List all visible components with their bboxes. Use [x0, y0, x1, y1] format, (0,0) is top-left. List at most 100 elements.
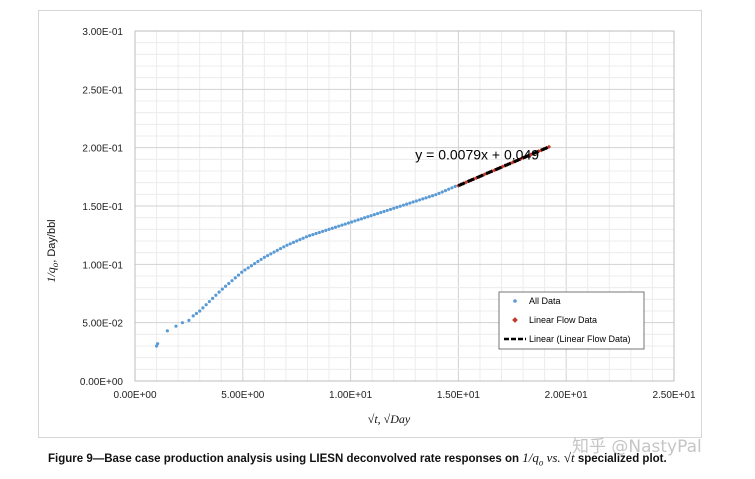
- data-point-all-data: [191, 314, 195, 318]
- data-point-all-data: [366, 215, 370, 219]
- data-point-all-data: [447, 187, 451, 191]
- data-point-all-data: [295, 239, 299, 243]
- y-axis-title: 1/qo, Day/bbl: [44, 219, 60, 282]
- data-point-all-data: [220, 287, 224, 291]
- data-point-all-data: [453, 184, 457, 188]
- data-point-all-data: [337, 224, 341, 228]
- data-point-all-data: [320, 229, 325, 234]
- trendline-equation: y = 0.0079x + 0.049: [415, 146, 539, 162]
- data-point-all-data: [308, 234, 312, 238]
- data-point-all-data: [223, 284, 228, 288]
- data-point-all-data: [369, 214, 373, 218]
- y-tick-label: 3.00E-01: [82, 27, 123, 38]
- x-tick-label: 1.50E+01: [437, 390, 481, 401]
- data-point-all-data: [395, 205, 399, 209]
- data-point-all-data: [272, 250, 276, 254]
- data-point-all-data: [398, 204, 402, 208]
- data-point-all-data: [275, 248, 279, 252]
- data-point-all-data: [180, 321, 185, 325]
- data-point-all-data: [333, 225, 338, 229]
- chart-svg: 0.00E+00 5.00E+00 1.00E+01 1.50E+01 2.00E+01…: [44, 27, 696, 426]
- data-point-all-data: [256, 259, 260, 264]
- data-point-all-data: [324, 228, 328, 232]
- legend-marker-linear-flow: [512, 317, 518, 323]
- y-axis-title-sub: o: [50, 262, 60, 267]
- data-point-all-data: [262, 255, 266, 259]
- data-point-all-data: [265, 253, 270, 258]
- chart-frame: 0.00E+00 5.00E+00 1.00E+01 1.50E+01 2.00E+01…: [38, 10, 702, 438]
- data-point-all-data: [233, 276, 237, 280]
- data-point-all-data: [288, 242, 292, 246]
- data-point-all-data: [253, 262, 257, 266]
- data-point-all-data: [379, 210, 383, 215]
- data-point-all-data: [340, 223, 344, 227]
- x-axis-title: √t, √Day: [368, 412, 411, 426]
- data-point-all-data: [430, 194, 435, 198]
- data-point-all-data: [346, 221, 351, 225]
- data-point-all-data: [282, 245, 286, 249]
- data-point-all-data: [401, 203, 406, 207]
- data-point-all-data: [359, 217, 363, 221]
- legend-label-linear-flow: Linear Flow Data: [529, 315, 597, 325]
- plot-area: [134, 30, 675, 382]
- data-point-all-data: [356, 218, 360, 222]
- data-point-all-data: [330, 226, 334, 230]
- watermark: 知乎 @NastyPal: [572, 437, 702, 457]
- y-tick-label: 5.00E-02: [82, 319, 123, 330]
- data-point-all-data: [417, 198, 422, 202]
- caption-suffix: specialized plot.: [574, 453, 667, 465]
- data-point-all-data: [327, 227, 331, 231]
- data-point-all-data: [437, 191, 441, 195]
- data-point-all-data: [343, 222, 347, 226]
- data-point-all-data: [411, 200, 415, 204]
- y-tick-label: 1.00E-01: [82, 260, 123, 271]
- data-point-all-data: [236, 273, 241, 277]
- legend-label-trendline: Linear (Linear Flow Data): [529, 334, 631, 344]
- caption-sqrt-t: √t: [563, 450, 575, 465]
- data-point-all-data: [187, 318, 191, 322]
- figure-caption: Figure 9—Base case production analysis u…: [48, 450, 748, 467]
- data-point-all-data: [375, 211, 380, 216]
- data-point-all-data: [388, 207, 393, 211]
- legend-box: [498, 291, 645, 350]
- data-point-all-data: [304, 235, 309, 239]
- data-point-all-data: [443, 189, 448, 193]
- data-point-all-data: [317, 230, 321, 235]
- data-point-all-data: [298, 238, 302, 242]
- data-point-all-data: [230, 279, 234, 283]
- caption-math: 1/q: [522, 450, 539, 465]
- data-point-all-data: [291, 240, 296, 244]
- data-point-all-data: [408, 201, 412, 205]
- caption-math-sub: o: [538, 457, 544, 468]
- data-point-all-data: [353, 219, 357, 223]
- x-tick-label: 2.50E+01: [652, 390, 696, 401]
- data-point-all-data: [285, 243, 289, 247]
- data-point-all-data: [363, 216, 367, 220]
- data-point-linear-flow: [546, 144, 552, 149]
- data-point-all-data: [156, 342, 160, 346]
- data-point-all-data: [311, 232, 315, 237]
- data-point-all-data: [194, 311, 199, 316]
- data-point-all-data: [278, 246, 283, 251]
- caption-prefix: Figure 9—Base case production analysis u…: [48, 453, 523, 465]
- data-point-all-data: [372, 213, 376, 217]
- series-layer: [154, 184, 457, 348]
- data-point-all-data: [405, 202, 409, 206]
- data-point-all-data: [382, 209, 386, 214]
- y-tick-label: 2.00E-01: [82, 144, 123, 155]
- data-point-all-data: [385, 208, 389, 213]
- data-point-all-data: [246, 266, 250, 270]
- data-point-all-data: [427, 195, 431, 199]
- data-point-all-data: [240, 270, 244, 274]
- data-point-all-data: [214, 293, 218, 297]
- data-point-all-data: [350, 220, 354, 224]
- trendline-linear-flow: [457, 145, 550, 187]
- x-tick-label: 0.00E+00: [113, 390, 157, 401]
- data-point-all-data: [201, 306, 205, 310]
- data-point-all-data: [204, 303, 208, 307]
- x-tick-label: 1.00E+01: [329, 390, 373, 401]
- y-axis-title-main: 1/q: [44, 267, 58, 282]
- data-point-all-data: [392, 206, 396, 210]
- data-point-all-data: [269, 252, 273, 256]
- x-tick-label: 5.00E+00: [221, 390, 265, 401]
